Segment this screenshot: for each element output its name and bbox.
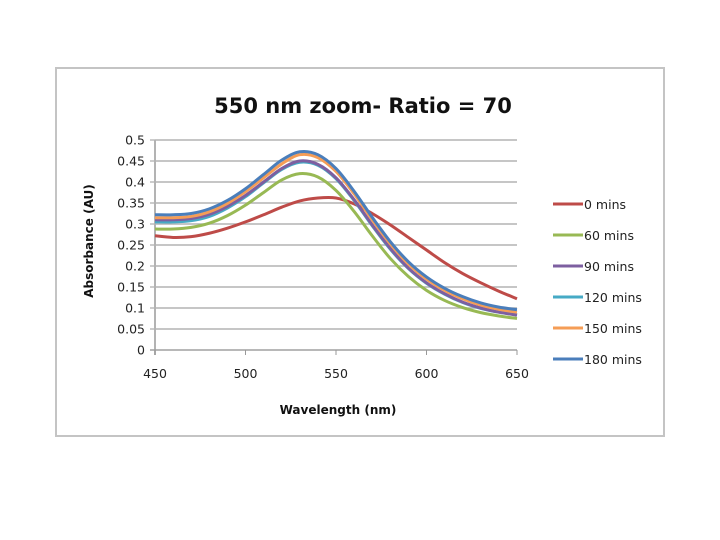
y-tick-label: 0.5 [125,133,145,148]
legend-item: 180 mins [553,352,642,367]
y-tick-label: 0 [137,343,145,358]
axes [150,140,518,355]
x-tick-label: 500 [234,366,258,381]
y-tick-label: 0.4 [125,175,145,190]
y-tick-label: 0.15 [117,280,145,295]
legend-label: 120 mins [584,290,642,305]
y-tick-label: 0.05 [117,322,145,337]
x-axis-label: Wavelength (nm) [280,403,397,417]
y-tick-label: 0.25 [117,238,145,253]
series-line-120-mins [154,160,518,317]
gridlines [150,139,517,351]
x-tick-label: 600 [415,366,439,381]
chart-svg: 550 nm zoom- Ratio = 70 00.050.10.150.20… [82,94,642,417]
y-tick-label: 0.2 [125,259,145,274]
y-tick-label: 0.1 [125,301,145,316]
x-tick-label: 550 [324,366,348,381]
series-line-90-mins [154,159,518,317]
x-tick-labels: 450 500 550 600 650 [143,366,529,381]
y-tick-label: 0.35 [117,196,145,211]
legend-label: 90 mins [584,259,634,274]
legend-label: 180 mins [584,352,642,367]
y-tick-label: 0.3 [125,217,145,232]
x-tick-label: 650 [505,366,529,381]
y-tick-label: 0.45 [117,154,145,169]
legend-item: 60 mins [553,228,634,243]
chart-title: 550 nm zoom- Ratio = 70 [214,94,512,118]
legend-label: 150 mins [584,321,642,336]
series-line-150-mins [154,152,518,314]
legend-label: 60 mins [584,228,634,243]
legend-label: 0 mins [584,197,626,212]
legend-item: 150 mins [553,321,642,336]
legend-item: 90 mins [553,259,634,274]
series-line-0-mins [154,195,518,301]
chart-frame: 550 nm zoom- Ratio = 70 0 0.05 0.1 0.15 0.2 0… [55,67,665,437]
series-lines [154,149,518,320]
legend-item: 0 mins [553,197,626,212]
series-line-180-mins [154,149,518,312]
series-line-60-mins [154,171,518,320]
legend-item: 120 mins [553,290,642,305]
y-tick-labels: 0 0.05 0.1 0.15 0.2 0.25 0.3 0.35 0.4 0.45 0.5 [117,133,145,358]
legend: 0 mins 60 mins 90 mins 120 mins 150 mins 180 … [553,197,642,367]
x-tick-label: 450 [143,366,167,381]
y-axis-label: Absorbance (AU) [82,184,96,297]
